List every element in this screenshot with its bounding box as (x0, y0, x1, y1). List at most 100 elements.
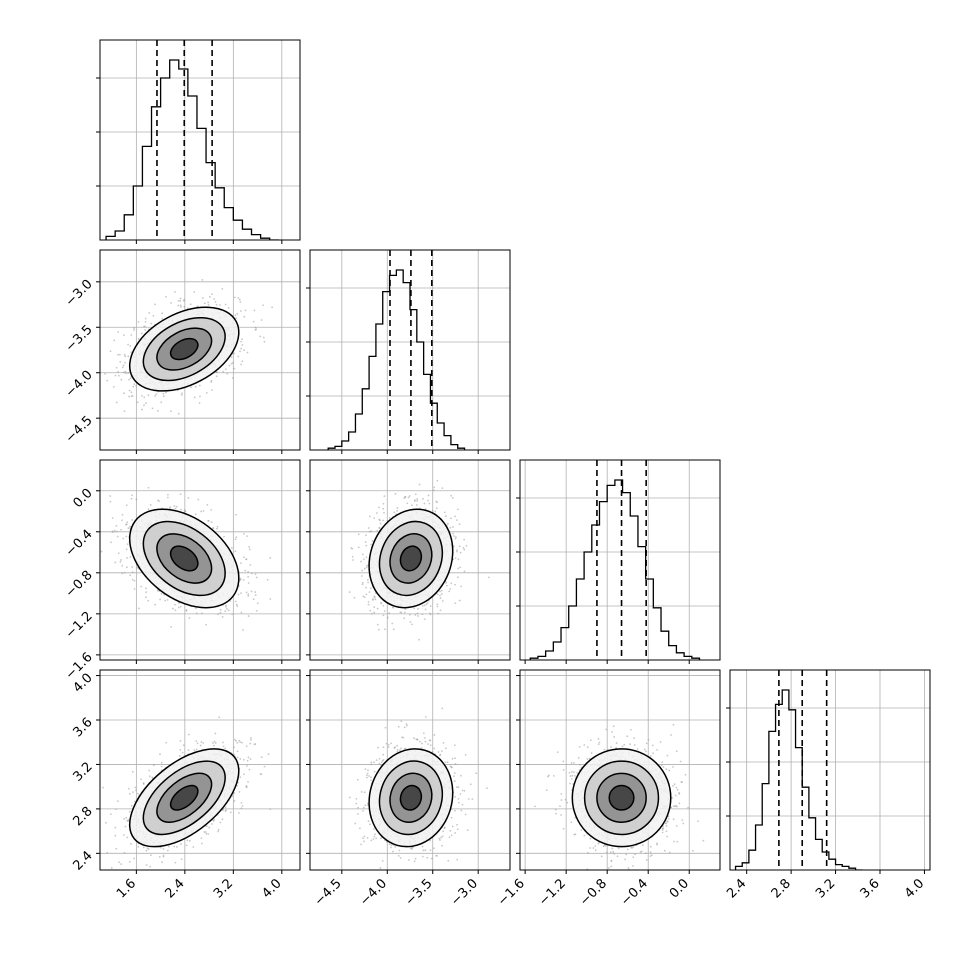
sample-point (197, 498, 200, 501)
sample-point (247, 570, 250, 573)
sample-point (150, 322, 153, 325)
sample-point (199, 395, 201, 398)
sample-point (135, 789, 137, 792)
sample-point (361, 581, 364, 584)
sample-point (200, 837, 203, 840)
sample-point (231, 377, 234, 379)
sample-point (414, 614, 417, 616)
contour-1 (156, 533, 213, 584)
sample-point (127, 527, 130, 529)
sample-point (207, 520, 210, 522)
sample-point (416, 612, 419, 615)
sample-point (379, 601, 382, 604)
sample-point (246, 764, 248, 767)
sample-point (124, 370, 127, 373)
sample-point (179, 300, 182, 302)
sample-point (238, 739, 241, 742)
sample-point (123, 353, 126, 356)
panel-frame (99, 39, 301, 241)
sample-point (179, 605, 182, 608)
sample-point (109, 495, 112, 497)
sample-point (132, 385, 135, 388)
sample-point (379, 522, 382, 525)
sample-point (111, 531, 114, 533)
sample-point (121, 366, 124, 369)
sample-point (174, 609, 177, 612)
contour-2 (368, 508, 454, 609)
sample-point (133, 588, 136, 590)
sample-point (128, 792, 131, 795)
sample-point (429, 605, 432, 608)
sample-point (426, 602, 429, 604)
sample-point (226, 607, 228, 610)
sample-point (366, 578, 369, 581)
sample-point (240, 807, 243, 810)
sample-point (230, 356, 233, 358)
sample-point (415, 504, 418, 506)
sample-point (207, 301, 210, 304)
sample-point (394, 492, 397, 495)
sample-point (121, 514, 124, 516)
sample-point (271, 306, 273, 309)
sample-point (187, 749, 190, 752)
sample-point (239, 577, 242, 580)
sample-point (144, 329, 147, 331)
sample-point (235, 536, 238, 538)
sample-point (362, 595, 365, 598)
sample-point (441, 600, 444, 602)
sample-point (263, 340, 266, 343)
sample-point (97, 513, 99, 515)
sample-point (393, 511, 396, 514)
panel-frame (309, 459, 511, 661)
sample-point (260, 319, 263, 321)
sample-point (202, 297, 204, 299)
sample-point (148, 769, 151, 772)
sample-point (185, 844, 188, 847)
sample-point (180, 305, 182, 308)
contour-1.5 (142, 316, 226, 382)
sample-point (224, 303, 227, 306)
sample-point (130, 395, 133, 398)
sample-point (215, 371, 218, 373)
sample-point (435, 507, 438, 510)
sample-point (130, 497, 133, 500)
sample-point (177, 412, 180, 415)
sample-point (245, 558, 247, 561)
sample-point (183, 298, 186, 301)
sample-point (148, 775, 151, 778)
y-tick-label: −4.0 (63, 368, 96, 401)
sample-point (129, 345, 132, 347)
sample-point (456, 550, 458, 553)
sample-point (463, 548, 466, 551)
sample-point (418, 483, 421, 486)
sample-point (246, 351, 249, 354)
sample-point (147, 599, 150, 602)
sample-point (205, 391, 208, 394)
sample-point (404, 495, 407, 498)
sample-point (182, 744, 185, 747)
sample-point (249, 758, 252, 760)
sample-point (352, 559, 354, 561)
sample-point (93, 523, 95, 525)
sample-point (133, 383, 136, 386)
sample-point (136, 401, 139, 404)
sample-point (180, 843, 182, 845)
sample-point (216, 525, 219, 528)
sample-point (444, 515, 447, 517)
sample-point (367, 581, 369, 584)
sample-point (179, 304, 182, 307)
sample-point (147, 486, 150, 489)
sample-point (416, 499, 419, 502)
sample-point (154, 395, 156, 397)
sample-point (121, 564, 124, 567)
sample-point (229, 811, 232, 814)
sample-point (413, 499, 416, 501)
sample-point (248, 548, 251, 551)
sample-point (454, 537, 457, 540)
sample-point (422, 497, 424, 500)
sample-point (170, 625, 172, 628)
sample-point (128, 378, 130, 381)
sample-point (120, 378, 123, 381)
sample-point (222, 745, 225, 748)
sample-point (247, 593, 250, 596)
